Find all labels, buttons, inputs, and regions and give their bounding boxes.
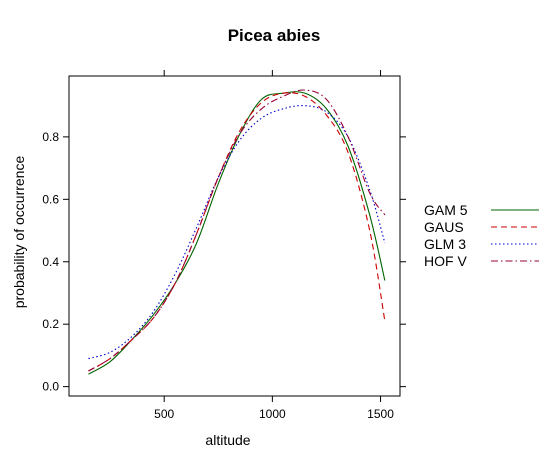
y-tick-label: 0.2 [42, 317, 59, 331]
x-tick-label: 500 [154, 407, 174, 421]
y-tick-label: 0.8 [42, 130, 59, 144]
x-tick-label: 1500 [367, 407, 394, 421]
y-tick-label: 0.6 [42, 192, 59, 206]
legend-label-glm-3: GLM 3 [424, 236, 466, 252]
x-axis-label: altitude [205, 432, 250, 448]
series-line-gaus [88, 92, 386, 372]
y-axis-label: probability of occurrence [11, 156, 27, 309]
series-line-hof-v [88, 89, 386, 372]
plot-frame [68, 75, 401, 397]
axis-ticks: 500 1000 1500 0.0 0.2 0.4 0.6 0.8 [42, 70, 406, 421]
y-tick-label: 0.0 [42, 380, 59, 394]
x-tick-label: 1000 [259, 407, 286, 421]
series-line-glm-3 [88, 105, 386, 360]
y-tick-label: 0.4 [42, 255, 59, 269]
legend-label-gaus: GAUS [424, 219, 464, 235]
series-lines [88, 89, 386, 375]
legend-label-gam-5: GAM 5 [424, 202, 468, 218]
series-line-gam-5 [88, 91, 386, 375]
legend-label-hof-v: HOF V [424, 253, 467, 269]
chart-title: Picea abies [228, 26, 321, 45]
